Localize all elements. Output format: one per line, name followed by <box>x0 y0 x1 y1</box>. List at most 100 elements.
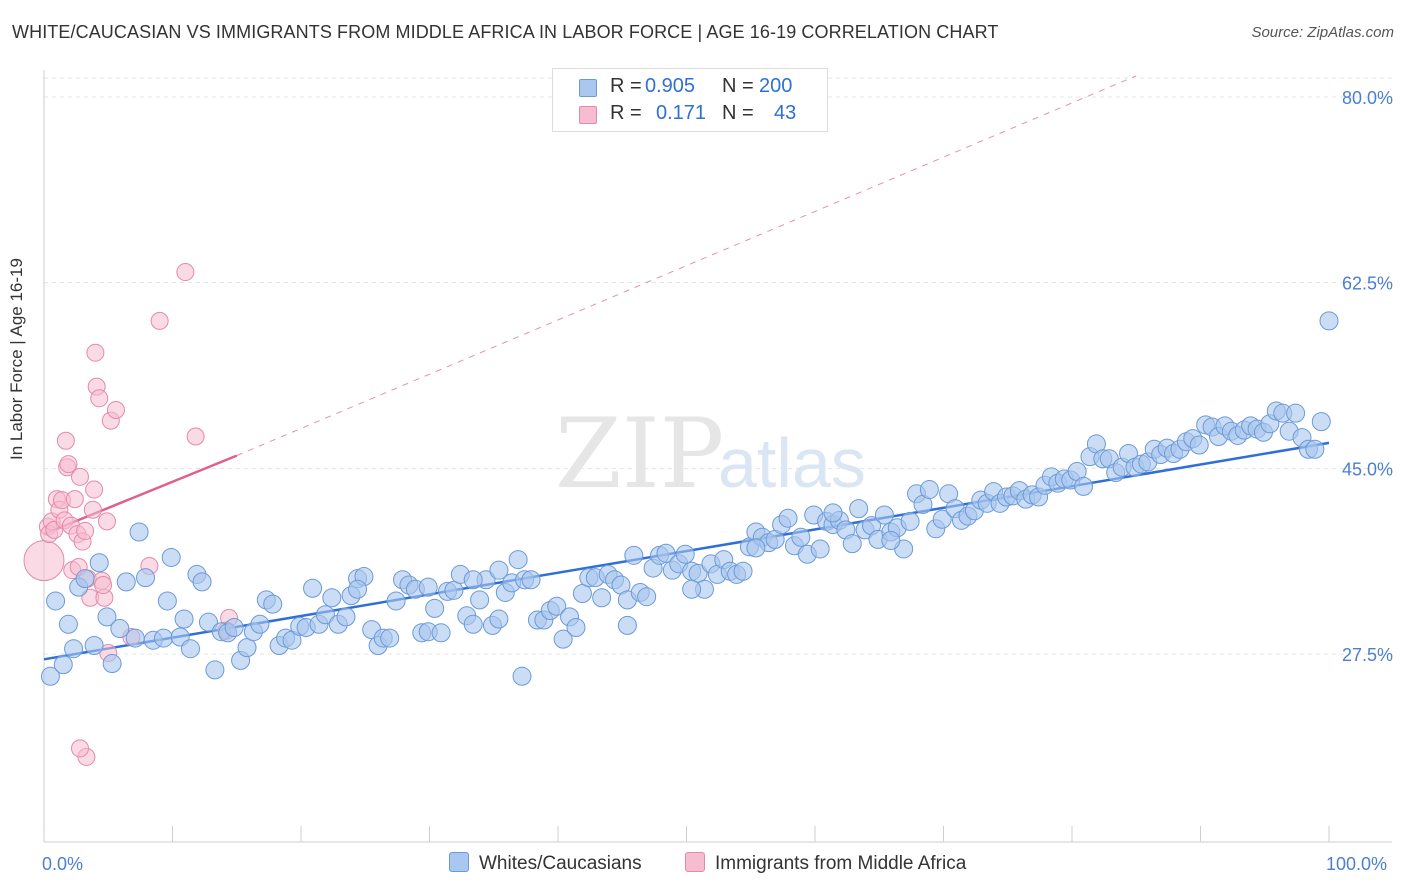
data-point-immigrants <box>70 739 89 758</box>
data-point-immigrants <box>90 389 109 408</box>
data-point-immigrants <box>56 431 75 450</box>
data-point-whites <box>572 584 592 604</box>
y-tick-label: 80.0% <box>1342 88 1393 108</box>
data-point-whites <box>553 629 573 649</box>
data-point-whites <box>849 499 869 519</box>
legend-r-value: 0.171 <box>656 102 707 124</box>
data-point-whites <box>116 572 136 592</box>
axes <box>43 70 1392 843</box>
data-point-whites <box>161 547 181 567</box>
legend-swatch-pink <box>685 852 705 872</box>
data-point-whites <box>512 666 532 686</box>
y-tick-label: 45.0% <box>1342 459 1393 479</box>
data-point-whites <box>136 568 156 588</box>
data-point-whites <box>46 591 66 611</box>
data-point-whites <box>566 617 586 637</box>
data-point-whites <box>823 503 843 523</box>
data-point-whites <box>637 587 657 607</box>
legend-item-immigrants[interactable]: Immigrants from Middle Africa <box>685 852 966 875</box>
data-point-whites <box>508 550 528 570</box>
data-point-whites <box>919 480 939 500</box>
data-point-whites <box>250 614 270 634</box>
data-point-whites <box>97 607 117 627</box>
legend-r-label: R = <box>610 75 642 97</box>
data-point-whites <box>874 505 894 525</box>
y-tick-label: 62.5% <box>1342 274 1393 294</box>
data-point-whites <box>386 591 406 611</box>
data-point-whites <box>733 561 753 581</box>
data-point-whites <box>463 614 483 634</box>
y-axis-label: In Labor Force | Age 16-19 <box>7 258 26 460</box>
data-point-whites <box>89 553 109 573</box>
y-tick-label: 27.5% <box>1342 645 1393 665</box>
data-point-immigrants <box>23 540 65 582</box>
data-point-whites <box>656 543 676 563</box>
legend-swatch-blue <box>579 79 597 97</box>
chart-title: WHITE/CAUCASIAN VS IMMIGRANTS FROM MIDDL… <box>12 22 999 42</box>
data-point-whites <box>322 588 342 608</box>
data-point-whites <box>348 579 368 599</box>
data-point-whites <box>129 522 149 542</box>
data-point-immigrants <box>70 467 89 486</box>
series-legend: Whites/Caucasians Immigrants from Middle… <box>0 852 1406 878</box>
data-point-whites <box>174 609 194 629</box>
data-point-whites <box>463 570 483 590</box>
data-point-immigrants <box>94 576 113 595</box>
data-point-immigrants <box>59 455 78 474</box>
data-point-whites <box>470 590 490 610</box>
x-tick-label-min: 0.0% <box>42 854 83 874</box>
watermark-zip: ZIP <box>555 398 724 510</box>
x-axis-tick-labels: 0.0% 100.0% <box>42 854 1387 874</box>
legend-n-label: N = <box>722 75 754 97</box>
data-point-whites <box>1305 439 1325 459</box>
legend-row-immigrants: R = 0.171 N = 43 <box>553 102 827 128</box>
data-point-immigrants <box>76 521 95 540</box>
series-whites-caucasians <box>40 311 1339 686</box>
legend-label-immigrants: Immigrants from Middle Africa <box>715 853 967 874</box>
series-immigrants-from-middle-africa <box>23 263 239 766</box>
data-point-whites <box>521 570 541 590</box>
data-point-whites <box>192 572 212 592</box>
data-point-whites <box>53 655 73 675</box>
data-point-whites <box>380 628 400 648</box>
legend-n-value: 43 <box>774 102 797 124</box>
legend-label-whites: Whites/Caucasians <box>479 853 642 874</box>
data-point-whites <box>315 605 335 625</box>
data-point-whites <box>84 636 104 656</box>
data-point-whites <box>64 639 84 659</box>
data-point-whites <box>778 508 798 528</box>
data-point-whites <box>102 654 122 674</box>
data-point-whites <box>810 539 830 559</box>
data-point-whites <box>198 612 218 632</box>
data-point-whites <box>617 615 637 635</box>
data-point-whites <box>489 609 509 629</box>
data-point-whites <box>675 544 695 564</box>
data-point-whites <box>263 594 283 614</box>
watermark: ZIP atlas <box>555 398 866 510</box>
data-point-immigrants <box>86 343 105 362</box>
legend-swatch-pink <box>579 106 597 124</box>
correlation-legend: R = 0.905 N = 200 R = 0.171 N = 43 <box>552 68 828 132</box>
legend-row-whites: R = 0.905 N = 200 <box>553 75 827 101</box>
data-point-whites <box>336 607 356 627</box>
data-point-whites <box>746 538 766 558</box>
legend-n-value: 200 <box>759 75 793 97</box>
data-point-immigrants <box>65 490 84 509</box>
data-point-whites <box>125 628 145 648</box>
data-point-whites <box>1189 435 1209 455</box>
data-point-whites <box>547 596 567 616</box>
data-point-whites <box>157 591 177 611</box>
data-point-whites <box>58 614 78 634</box>
x-tick-label-max: 100.0% <box>1326 854 1387 874</box>
legend-item-whites[interactable]: Whites/Caucasians <box>449 852 642 875</box>
data-point-whites <box>1286 403 1306 423</box>
data-point-immigrants <box>150 311 169 330</box>
data-point-immigrants <box>85 480 104 499</box>
data-point-whites <box>425 598 445 618</box>
data-point-whites <box>431 623 451 643</box>
data-point-whites <box>154 628 174 648</box>
legend-swatch-blue <box>449 852 469 872</box>
y-axis-tick-labels: 27.5% 45.0% 62.5% 80.0% <box>1342 88 1393 665</box>
data-point-whites <box>592 588 612 608</box>
data-point-whites <box>682 579 702 599</box>
